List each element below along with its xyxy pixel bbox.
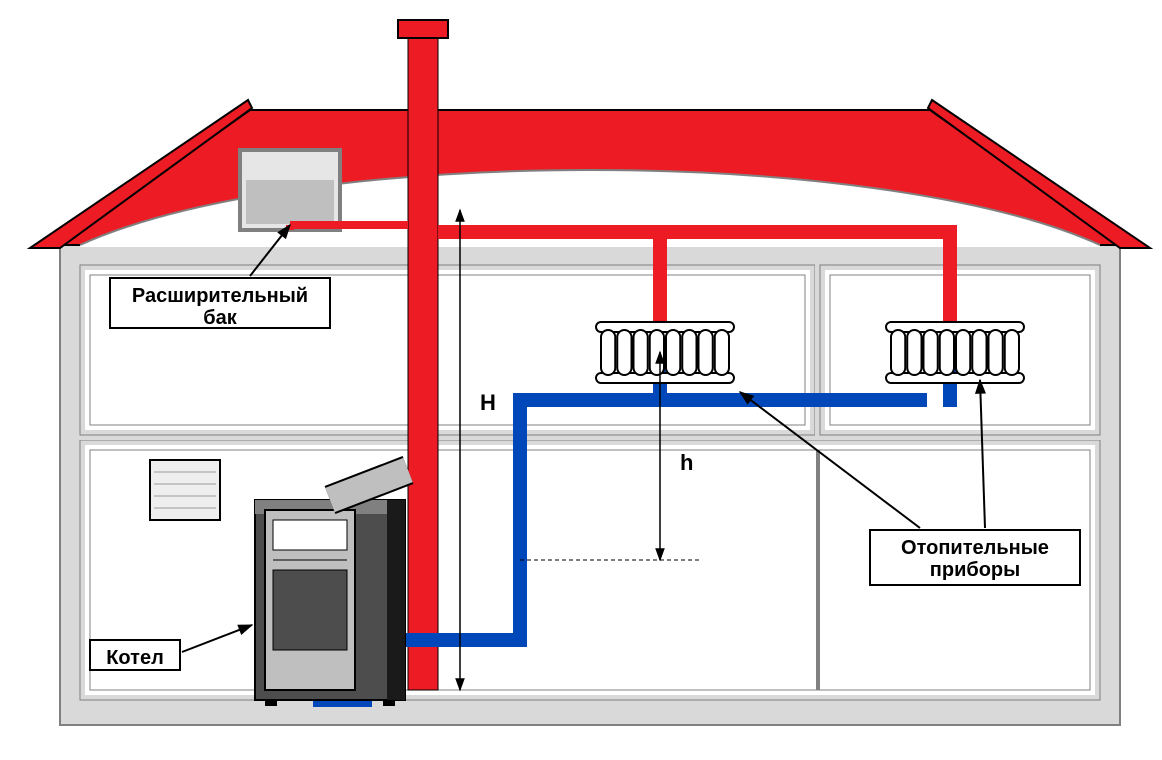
- svg-text:h: h: [680, 450, 693, 475]
- heating-diagram: HhРасширительныйбакКотелОтопительныеприб…: [0, 0, 1162, 760]
- radiator: [596, 322, 734, 383]
- svg-text:H: H: [480, 390, 496, 415]
- svg-text:Котел: Котел: [106, 647, 164, 669]
- radiator: [886, 322, 1024, 383]
